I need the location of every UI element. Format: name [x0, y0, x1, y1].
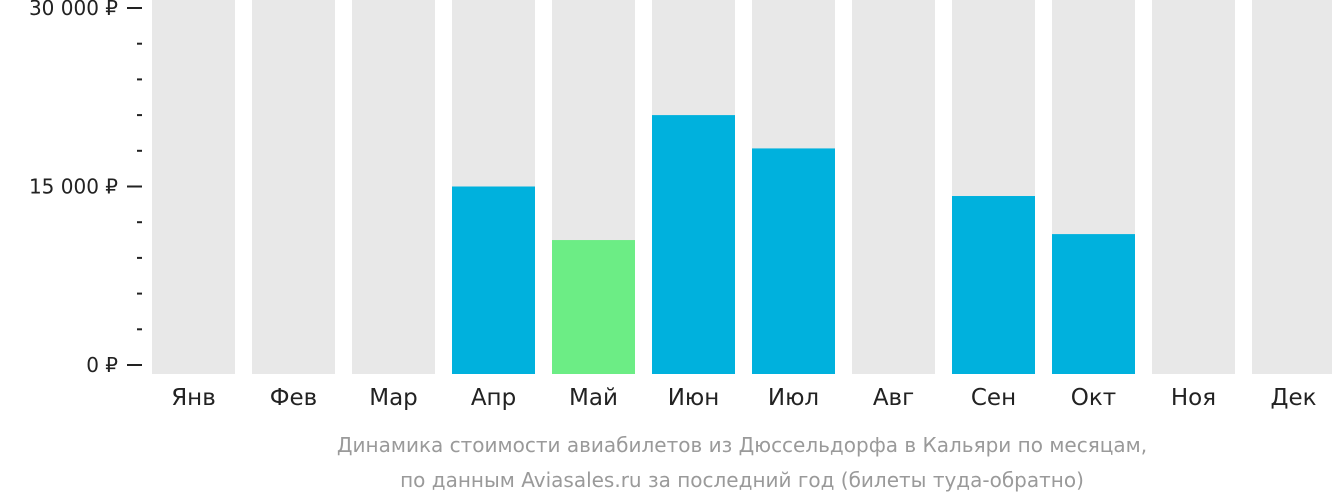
background-column: [352, 0, 435, 374]
background-column: [152, 0, 235, 374]
background-column: [1252, 0, 1332, 374]
background-column: [252, 0, 335, 374]
x-tick-label: Апр: [471, 385, 516, 411]
x-tick-label: Мар: [369, 385, 418, 411]
bar-10: [1052, 234, 1135, 374]
bar-5: [552, 240, 635, 374]
y-axis: 0 ₽ 15 000 ₽ 30 000 ₽: [29, 0, 142, 377]
background-columns: [152, 0, 1332, 374]
bar-9: [952, 196, 1035, 374]
background-column: [852, 0, 935, 374]
bar-7: [752, 148, 835, 374]
background-column: [1152, 0, 1235, 374]
x-tick-label: Июл: [768, 385, 819, 411]
y-tick-label: 0 ₽: [86, 353, 118, 377]
caption-line-1: Динамика стоимости авиабилетов из Дюссел…: [337, 433, 1147, 457]
x-axis: Янв Фев Мар Апр Май Июн Июл Авг Сен Окт Ноя Дек: [171, 385, 1316, 411]
data-bars: [452, 115, 1135, 374]
bar-4: [452, 186, 535, 374]
x-tick-label: Ноя: [1171, 385, 1216, 411]
x-tick-label: Май: [569, 385, 618, 411]
x-tick-label: Окт: [1071, 385, 1116, 411]
x-tick-label: Дек: [1270, 385, 1316, 411]
caption-line-2: по данным Aviasales.ru за последний год …: [400, 468, 1084, 492]
x-tick-label: Авг: [873, 385, 914, 411]
bar-6: [652, 115, 735, 374]
x-tick-label: Сен: [971, 385, 1016, 411]
y-tick-label: 15 000 ₽: [29, 175, 118, 199]
x-tick-label: Фев: [270, 385, 318, 411]
x-tick-label: Июн: [668, 385, 720, 411]
y-tick-label: 30 000 ₽: [29, 0, 118, 20]
x-tick-label: Янв: [171, 385, 216, 411]
